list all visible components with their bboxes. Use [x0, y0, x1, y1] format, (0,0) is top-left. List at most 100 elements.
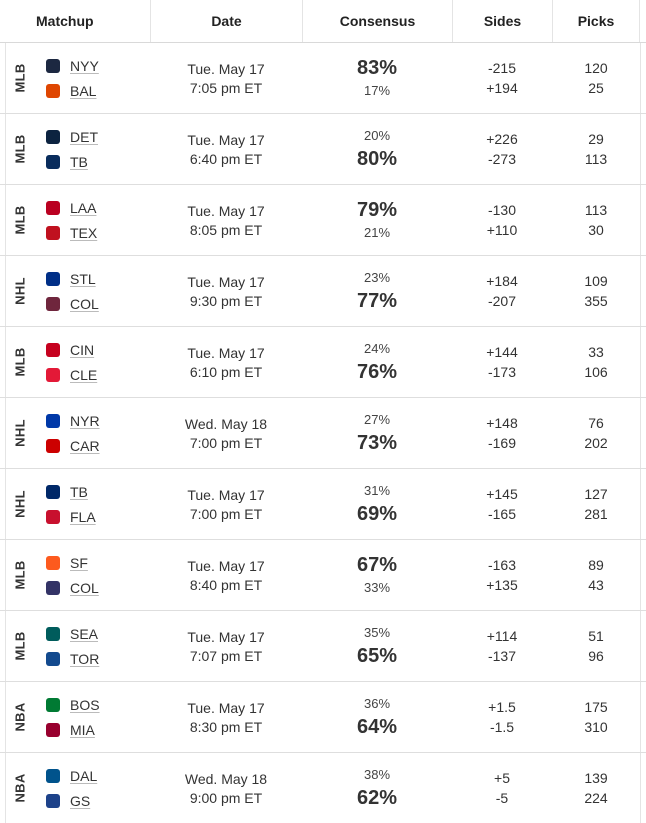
matchup-teams: SEA TOR: [46, 611, 150, 681]
time-text: 8:40 pm ET: [189, 576, 263, 593]
table-row[interactable]: MLB CIN CLE Tue. May 17 6:10 pm ET 24% 7…: [0, 327, 646, 398]
team-abbr-link[interactable]: DET: [70, 128, 98, 145]
header-date[interactable]: Date: [150, 0, 302, 42]
away-team[interactable]: NYR: [46, 410, 150, 431]
team-abbr-link[interactable]: GS: [70, 792, 91, 809]
team-abbr-link[interactable]: TOR: [70, 650, 100, 667]
home-consensus: 73%: [356, 432, 398, 454]
home-team[interactable]: COL: [46, 577, 150, 598]
heat-logo-icon: [46, 722, 60, 737]
home-team[interactable]: CLE: [46, 364, 150, 385]
table-row[interactable]: MLB SF COL Tue. May 17 8:40 pm ET 67% 33…: [0, 540, 646, 611]
team-abbr-link[interactable]: BOS: [70, 696, 100, 713]
home-team[interactable]: TB: [46, 151, 150, 172]
away-picks: 175: [584, 699, 608, 715]
away-team[interactable]: SEA: [46, 623, 150, 644]
header-sides[interactable]: Sides: [452, 0, 552, 42]
game-date: Tue. May 17 9:30 pm ET: [150, 256, 302, 326]
away-team[interactable]: SF: [46, 552, 150, 573]
sport-text: MLB: [12, 560, 28, 590]
home-team[interactable]: COL: [46, 293, 150, 314]
team-abbr-link[interactable]: TEX: [70, 224, 98, 241]
consensus-cell: 27% 73%: [302, 398, 452, 468]
team-abbr-link[interactable]: CLE: [70, 366, 98, 383]
consensus-cell: 83% 17%: [302, 43, 452, 113]
picks-cell: 175 310: [552, 682, 640, 752]
guardians-logo-icon: [46, 367, 60, 382]
time-text: 7:07 pm ET: [189, 647, 263, 664]
away-team[interactable]: LAA: [46, 197, 150, 218]
team-abbr-link[interactable]: BAL: [70, 82, 97, 99]
table-row[interactable]: MLB DET TB Tue. May 17 6:40 pm ET 20% 80…: [0, 114, 646, 185]
matchup-teams: DET TB: [46, 114, 150, 184]
table-row[interactable]: NBA BOS MIA Tue. May 17 8:30 pm ET 36% 6…: [0, 682, 646, 753]
sport-label: MLB: [0, 43, 46, 113]
picks-cell: 33 106: [552, 327, 640, 397]
header-picks[interactable]: Picks: [552, 0, 640, 42]
sport-label: MLB: [0, 327, 46, 397]
home-picks: 43: [588, 577, 604, 593]
away-team[interactable]: CIN: [46, 339, 150, 360]
team-abbr-link[interactable]: MIA: [70, 721, 95, 738]
home-team[interactable]: BAL: [46, 80, 150, 101]
away-team[interactable]: DET: [46, 126, 150, 147]
table-row[interactable]: MLB LAA TEX Tue. May 17 8:05 pm ET 79% 2…: [0, 185, 646, 256]
table-row[interactable]: MLB SEA TOR Tue. May 17 7:07 pm ET 35% 6…: [0, 611, 646, 682]
time-text: 6:10 pm ET: [189, 363, 263, 380]
home-picks: 30: [588, 222, 604, 238]
matchup-teams: CIN CLE: [46, 327, 150, 397]
consensus-cell: 31% 69%: [302, 469, 452, 539]
header-consensus[interactable]: Consensus: [302, 0, 452, 42]
away-team[interactable]: DAL: [46, 765, 150, 786]
date-text: Tue. May 17: [187, 557, 265, 574]
team-abbr-link[interactable]: TB: [70, 483, 88, 500]
home-team[interactable]: TEX: [46, 222, 150, 243]
team-abbr-link[interactable]: NYY: [70, 57, 99, 74]
table-row[interactable]: NHL TB FLA Tue. May 17 7:00 pm ET 31% 69…: [0, 469, 646, 540]
team-abbr-link[interactable]: LAA: [70, 199, 97, 216]
team-abbr-link[interactable]: CIN: [70, 341, 95, 358]
away-consensus: 83%: [356, 57, 398, 79]
row-border: [5, 753, 6, 823]
away-picks: 109: [584, 273, 608, 289]
date-text: Tue. May 17: [187, 344, 265, 361]
away-team[interactable]: TB: [46, 481, 150, 502]
consensus-cell: 23% 77%: [302, 256, 452, 326]
home-team[interactable]: MIA: [46, 719, 150, 740]
home-picks: 310: [584, 719, 608, 735]
away-team[interactable]: NYY: [46, 55, 150, 76]
table-row[interactable]: NHL NYR CAR Wed. May 18 7:00 pm ET 27% 7…: [0, 398, 646, 469]
date-text: Tue. May 17: [187, 699, 265, 716]
team-abbr-link[interactable]: CAR: [70, 437, 100, 454]
team-abbr-link[interactable]: SEA: [70, 625, 99, 642]
rockies-logo-icon: [46, 580, 60, 595]
sport-label: MLB: [0, 114, 46, 184]
home-side: -173: [487, 364, 517, 380]
team-abbr-link[interactable]: COL: [70, 579, 99, 596]
team-abbr-link[interactable]: STL: [70, 270, 96, 287]
sides-cell: +184 -207: [452, 256, 552, 326]
home-team[interactable]: FLA: [46, 506, 150, 527]
home-team[interactable]: GS: [46, 790, 150, 811]
bluejays-logo-icon: [46, 651, 60, 666]
matchup-teams: DAL GS: [46, 753, 150, 823]
team-abbr-link[interactable]: DAL: [70, 767, 98, 784]
table-row[interactable]: MLB NYY BAL Tue. May 17 7:05 pm ET 83% 1…: [0, 43, 646, 114]
team-abbr-link[interactable]: NYR: [70, 412, 100, 429]
header-matchup[interactable]: Matchup: [36, 13, 94, 29]
home-team[interactable]: TOR: [46, 648, 150, 669]
away-team[interactable]: STL: [46, 268, 150, 289]
team-abbr-link[interactable]: SF: [70, 554, 88, 571]
team-abbr-link[interactable]: FLA: [70, 508, 96, 525]
row-border: [640, 540, 641, 610]
celtics-logo-icon: [46, 697, 60, 712]
team-abbr-link[interactable]: TB: [70, 153, 88, 170]
away-team[interactable]: BOS: [46, 694, 150, 715]
sport-text: MLB: [12, 134, 28, 164]
home-team[interactable]: CAR: [46, 435, 150, 456]
table-row[interactable]: NHL STL COL Tue. May 17 9:30 pm ET 23% 7…: [0, 256, 646, 327]
table-row[interactable]: NBA DAL GS Wed. May 18 9:00 pm ET 38% 62…: [0, 753, 646, 823]
sport-label: NHL: [0, 398, 46, 468]
team-abbr-link[interactable]: COL: [70, 295, 99, 312]
away-picks: 29: [588, 131, 604, 147]
